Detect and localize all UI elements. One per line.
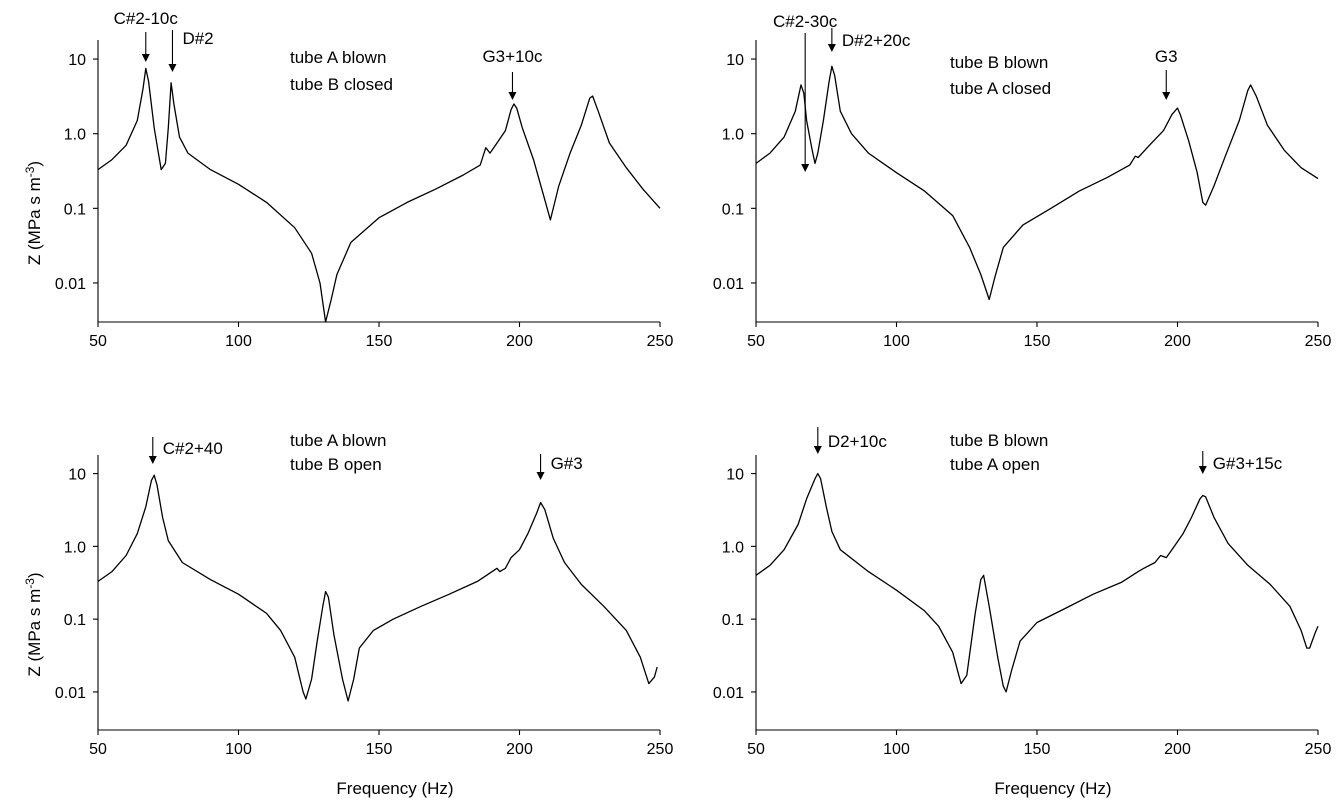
peak-arrow-head — [141, 54, 150, 62]
x-tick-label: 150 — [1024, 333, 1051, 350]
panel-annotation: tube A open — [950, 455, 1040, 474]
peak-label: G3 — [1155, 47, 1178, 66]
x-tick-label: 50 — [747, 333, 765, 350]
x-tick-label: 200 — [1164, 333, 1191, 350]
y-tick-label: 1.0 — [722, 127, 744, 144]
impedance-curve — [97, 474, 658, 702]
y-tick-label: 0.01 — [55, 276, 86, 293]
peak-arrow-head — [1198, 466, 1207, 474]
impedance-curve — [97, 67, 661, 323]
y-tick-label: 0.1 — [722, 612, 744, 629]
y-tick-label: 0.01 — [55, 685, 86, 702]
peak-arrow-head — [508, 92, 517, 100]
y-tick-label: 10 — [726, 467, 744, 484]
impedance-curve — [755, 472, 1319, 693]
x-tick-label: 100 — [225, 333, 252, 350]
peak-arrow-head — [148, 456, 157, 464]
peak-label: C#2-30c — [773, 12, 838, 31]
panel-annotation: tube B open — [290, 455, 382, 474]
y-tick-label: 1.0 — [722, 539, 744, 556]
peak-label: D#2+20c — [842, 31, 911, 50]
x-tick-label: 250 — [1305, 741, 1332, 758]
x-tick-label: 200 — [506, 333, 533, 350]
y-axis-label: Z (MPa s m-3) — [23, 572, 44, 676]
x-tick-label: 200 — [1164, 741, 1191, 758]
y-tick-label: 10 — [726, 52, 744, 69]
peak-label: D#2 — [182, 29, 213, 48]
x-tick-label: 150 — [1024, 741, 1051, 758]
panel-annotation: tube A closed — [950, 79, 1051, 98]
x-axis-label: Frequency (Hz) — [336, 779, 453, 798]
x-tick-label: 100 — [883, 741, 910, 758]
peak-label: G#3 — [551, 454, 583, 473]
x-axis-label: Frequency (Hz) — [994, 779, 1111, 798]
y-tick-label: 0.1 — [64, 612, 86, 629]
peak-arrow-head — [1162, 92, 1171, 100]
peak-label: G#3+15c — [1213, 454, 1283, 473]
y-tick-label: 10 — [68, 52, 86, 69]
peak-arrow-head — [801, 164, 810, 172]
x-tick-label: 250 — [1305, 333, 1332, 350]
y-tick-label: 0.01 — [713, 685, 744, 702]
panel-annotation: tube A blown — [290, 431, 386, 450]
x-tick-label: 150 — [366, 333, 393, 350]
impedance-curve — [755, 65, 1319, 301]
panel-annotation: tube B blown — [950, 431, 1048, 450]
y-tick-label: 10 — [68, 467, 86, 484]
panel-annotation: tube A blown — [290, 48, 386, 67]
x-tick-label: 200 — [506, 741, 533, 758]
peak-arrow-head — [813, 446, 822, 454]
peak-label: C#2+40 — [163, 439, 223, 458]
panel-annotation: tube B blown — [950, 53, 1048, 72]
x-tick-label: 100 — [883, 333, 910, 350]
y-tick-label: 0.1 — [64, 201, 86, 218]
peak-label: D2+10c — [828, 432, 888, 451]
y-axis-label: Z (MPa s m-3) — [23, 161, 44, 265]
peak-arrow-head — [827, 44, 836, 52]
x-tick-label: 50 — [89, 333, 107, 350]
panel-annotation: tube B closed — [290, 75, 393, 94]
x-tick-label: 50 — [89, 741, 107, 758]
peak-label: G3+10c — [482, 47, 543, 66]
y-tick-label: 1.0 — [64, 539, 86, 556]
x-tick-label: 250 — [647, 333, 674, 350]
x-tick-label: 150 — [366, 741, 393, 758]
x-tick-label: 50 — [747, 741, 765, 758]
x-tick-label: 250 — [647, 741, 674, 758]
y-tick-label: 0.01 — [713, 276, 744, 293]
peak-label: C#2-10c — [114, 9, 179, 28]
peak-arrow-head — [168, 64, 177, 72]
x-tick-label: 100 — [225, 741, 252, 758]
peak-arrow-head — [536, 472, 545, 480]
y-tick-label: 0.1 — [722, 201, 744, 218]
y-tick-label: 1.0 — [64, 127, 86, 144]
